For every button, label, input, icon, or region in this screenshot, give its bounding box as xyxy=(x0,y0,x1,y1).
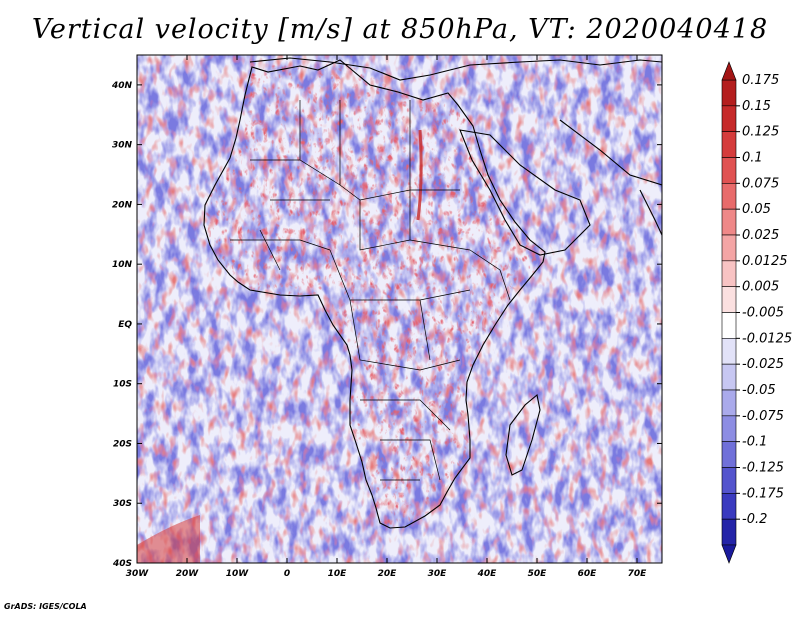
colorbar-swatch xyxy=(721,183,737,210)
colorbar-swatch xyxy=(721,234,737,262)
lat-tick-label: 10S xyxy=(113,380,132,390)
colorbar-label: -0.005 xyxy=(742,306,784,321)
colorbar-label: -0.0125 xyxy=(742,331,792,346)
lat-tick-label: 30N xyxy=(112,141,133,151)
colorbar-top-arrow xyxy=(721,61,737,81)
colorbar-swatch xyxy=(721,493,737,520)
europe-coastline xyxy=(249,57,662,81)
colorbar-swatch xyxy=(721,105,737,132)
lon-tick-label: 30W xyxy=(126,569,150,579)
lon-tick-label: 20E xyxy=(378,569,398,579)
colorbar-swatch xyxy=(721,338,737,365)
colorbar-label: 0.175 xyxy=(742,73,779,88)
lat-tick-label: 40S xyxy=(112,559,132,569)
colorbar-label: -0.1 xyxy=(742,435,767,450)
colorbar-label: 0.05 xyxy=(742,202,771,217)
colorbar-swatch xyxy=(721,260,737,287)
colorbar-swatch xyxy=(721,363,737,391)
colorbar-label: 0.005 xyxy=(742,280,779,295)
lat-tick-label: 20S xyxy=(113,439,132,449)
colorbar-label: -0.2 xyxy=(742,512,767,527)
colorbar-swatch xyxy=(721,79,737,107)
madagascar-coastline xyxy=(505,393,541,476)
persian-coast xyxy=(559,119,662,186)
coastlines xyxy=(203,57,662,529)
colorbar-swatch xyxy=(721,441,737,468)
lat-tick-label: 20N xyxy=(112,200,133,210)
lon-tick-label: 10E xyxy=(328,569,348,579)
lat-tick-label: 10N xyxy=(112,260,133,270)
colorbar-label: 0.15 xyxy=(742,99,771,114)
lon-tick-label: 20W xyxy=(176,569,200,579)
colorbar-swatch xyxy=(721,389,737,417)
colorbar-swatch xyxy=(721,208,737,236)
colorbar-label: -0.125 xyxy=(742,461,784,476)
colorbar-label: 0.075 xyxy=(742,176,779,191)
lon-tick-label: 60E xyxy=(578,569,598,579)
lon-tick-label: 40E xyxy=(477,569,498,579)
colorbar-label: -0.075 xyxy=(742,409,784,424)
colorbar-label: -0.05 xyxy=(742,383,776,398)
grads-credit: GrADS: IGES/COLA xyxy=(4,602,87,611)
axis-ticks: 30W 20W 10W 0 10E 20E 30E 40E 50E 60E 70E 40N 30N 20N… xyxy=(111,55,662,579)
colorbar-label: -0.175 xyxy=(742,486,784,501)
lon-tick-label: 70E xyxy=(628,569,648,579)
lon-tick-label: 10W xyxy=(226,569,250,579)
colorbar: 0.175 0.15 0.125 0.1 0.075 0.05 0.025 0.0125 0.0… xyxy=(721,61,792,564)
colorbar-label: -0.025 xyxy=(742,357,784,372)
colorbar-swatch xyxy=(721,157,737,184)
plot-frame xyxy=(136,54,663,564)
lat-tick-label: EQ xyxy=(118,320,132,330)
colorbar-swatch xyxy=(721,286,737,313)
arabia-coastline xyxy=(459,129,591,256)
colorbar-swatch xyxy=(721,131,737,158)
africa-coastline xyxy=(203,59,546,529)
colorbar-label: 0.125 xyxy=(742,125,779,140)
vertical-velocity-field xyxy=(137,55,662,563)
colorbar-label: 0.025 xyxy=(742,228,779,243)
colorbar-swatch xyxy=(721,312,737,339)
map-title: Vertical velocity [m/s] at 850hPa, VT: 2… xyxy=(31,14,769,45)
country-borders xyxy=(230,100,511,481)
colorbar-bottom-arrow xyxy=(721,544,737,564)
india-coast xyxy=(639,189,662,236)
lon-tick-label: 30E xyxy=(428,569,448,579)
lon-tick-label: 50E xyxy=(528,569,548,579)
lat-tick-label: 40N xyxy=(111,81,133,91)
colorbar-swatch xyxy=(721,518,737,546)
colorbar-swatch xyxy=(721,467,737,494)
colorbar-swatch xyxy=(721,415,737,442)
colorbar-label: 0.0125 xyxy=(742,254,788,269)
colorbar-label: 0.1 xyxy=(742,151,763,166)
lat-tick-label: 30S xyxy=(113,499,132,509)
lon-tick-label: 0 xyxy=(284,569,290,579)
